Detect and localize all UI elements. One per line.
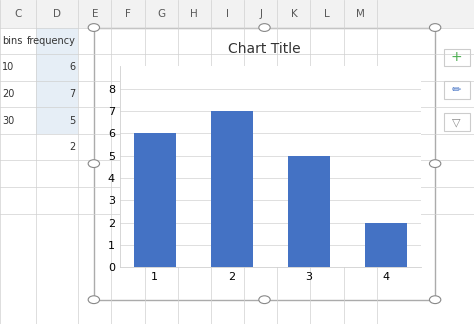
Bar [36, 54, 78, 81]
Text: 7: 7 [70, 89, 76, 99]
Bar [36, 28, 78, 54]
Circle shape [429, 24, 441, 31]
Text: 30: 30 [2, 116, 15, 125]
Text: +: + [451, 50, 462, 64]
Text: H: H [191, 9, 198, 19]
Circle shape [88, 160, 100, 168]
Bar [134, 133, 176, 267]
Text: 10: 10 [2, 63, 15, 72]
Bar [36, 81, 78, 107]
Circle shape [429, 160, 441, 168]
Circle shape [259, 24, 270, 31]
Text: L: L [324, 9, 330, 19]
Text: M: M [356, 9, 365, 19]
Text: bins: bins [2, 36, 23, 46]
Bar [0, 0, 474, 28]
Bar [288, 156, 330, 267]
Bar [444, 49, 470, 66]
Text: frequency: frequency [27, 36, 76, 46]
Bar [210, 111, 253, 267]
Bar [36, 107, 78, 134]
Circle shape [429, 296, 441, 304]
Text: 2: 2 [70, 142, 76, 152]
Text: 6: 6 [70, 63, 76, 72]
Text: K: K [291, 9, 297, 19]
Text: I: I [226, 9, 229, 19]
Text: D: D [53, 9, 61, 19]
Circle shape [259, 296, 270, 304]
Circle shape [88, 24, 100, 31]
Text: Chart Title: Chart Title [228, 41, 301, 56]
Bar [94, 28, 435, 300]
Text: E: E [91, 9, 98, 19]
Text: 5: 5 [70, 116, 76, 125]
Bar [444, 113, 470, 131]
Text: C: C [14, 9, 21, 19]
Bar [365, 223, 407, 267]
Bar [444, 81, 470, 99]
Text: ✏: ✏ [452, 85, 461, 95]
Text: 20: 20 [2, 89, 15, 99]
Text: G: G [157, 9, 165, 19]
Circle shape [88, 296, 100, 304]
Text: ▽: ▽ [452, 117, 461, 127]
Text: F: F [125, 9, 131, 19]
Text: J: J [259, 9, 262, 19]
